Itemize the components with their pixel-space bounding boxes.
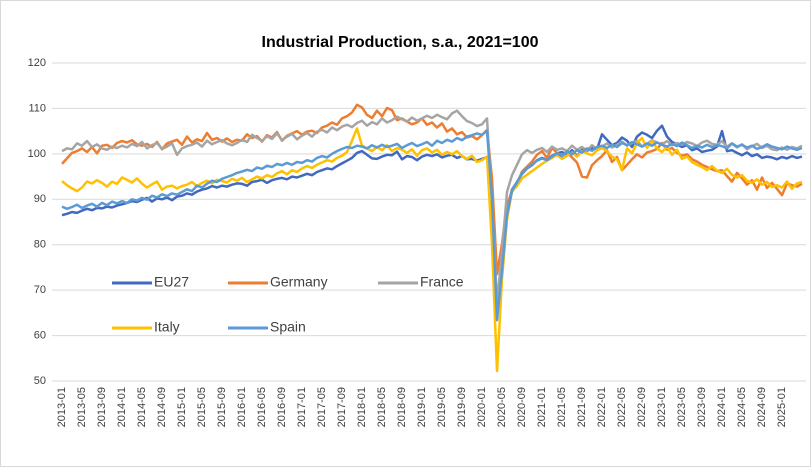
legend-label: Germany <box>270 274 328 290</box>
y-tick-label: 120 <box>28 57 46 69</box>
legend-label: EU27 <box>154 274 189 290</box>
x-tick-label: 2024-09 <box>756 387 768 427</box>
x-tick-label: 2020-09 <box>516 387 528 427</box>
y-tick-label: 90 <box>34 193 46 205</box>
y-tick-label: 50 <box>34 375 46 387</box>
x-tick-label: 2024-05 <box>736 387 748 427</box>
x-tick-label: 2023-05 <box>676 387 688 427</box>
legend-label: Italy <box>154 319 180 335</box>
x-tick-label: 2013-05 <box>76 387 88 427</box>
x-tick-label: 2014-01 <box>116 387 128 427</box>
x-tick-label: 2020-01 <box>476 387 488 427</box>
y-tick-label: 100 <box>28 148 46 160</box>
chart-title: Industrial Production, s.a., 2021=100 <box>262 34 539 51</box>
x-tick-label: 2021-01 <box>536 387 548 427</box>
x-tick-label: 2019-09 <box>456 387 468 427</box>
x-tick-label: 2013-09 <box>96 387 108 427</box>
legend-label: France <box>420 274 464 290</box>
x-tick-label: 2017-01 <box>296 387 308 427</box>
x-tick-label: 2023-09 <box>696 387 708 427</box>
x-tick-label: 2015-01 <box>176 387 188 427</box>
x-tick-label: 2022-05 <box>616 387 628 427</box>
x-tick-label: 2022-09 <box>636 387 648 427</box>
y-tick-label: 70 <box>34 284 46 296</box>
x-tick-label: 2019-01 <box>416 387 428 427</box>
x-tick-label: 2017-09 <box>336 387 348 427</box>
y-tick-label: 60 <box>34 329 46 341</box>
x-tick-label: 2013-01 <box>56 387 68 427</box>
x-tick-label: 2020-05 <box>496 387 508 427</box>
x-tick-label: 2024-01 <box>716 387 728 427</box>
series-line <box>61 127 803 373</box>
x-tick-label: 2014-09 <box>156 387 168 427</box>
x-tick-label: 2017-05 <box>316 387 328 427</box>
x-tick-label: 2025-01 <box>776 387 788 427</box>
x-tick-label: 2016-05 <box>256 387 268 427</box>
y-tick-label: 80 <box>34 239 46 251</box>
legend-label: Spain <box>270 319 306 335</box>
x-tick-label: 2015-09 <box>216 387 228 427</box>
x-tick-label: 2016-09 <box>276 387 288 427</box>
x-tick-label: 2018-01 <box>356 387 368 427</box>
x-tick-label: 2019-05 <box>436 387 448 427</box>
x-tick-label: 2022-01 <box>596 387 608 427</box>
y-tick-label: 110 <box>28 102 46 114</box>
x-tick-label: 2021-05 <box>556 387 568 427</box>
x-tick-label: 2021-09 <box>576 387 588 427</box>
x-tick-label: 2014-05 <box>136 387 148 427</box>
x-tick-label: 2016-01 <box>236 387 248 427</box>
x-tick-label: 2015-05 <box>196 387 208 427</box>
series-line <box>61 129 803 322</box>
x-tick-label: 2018-05 <box>376 387 388 427</box>
x-tick-label: 2023-01 <box>656 387 668 427</box>
x-tick-label: 2018-09 <box>396 387 408 427</box>
